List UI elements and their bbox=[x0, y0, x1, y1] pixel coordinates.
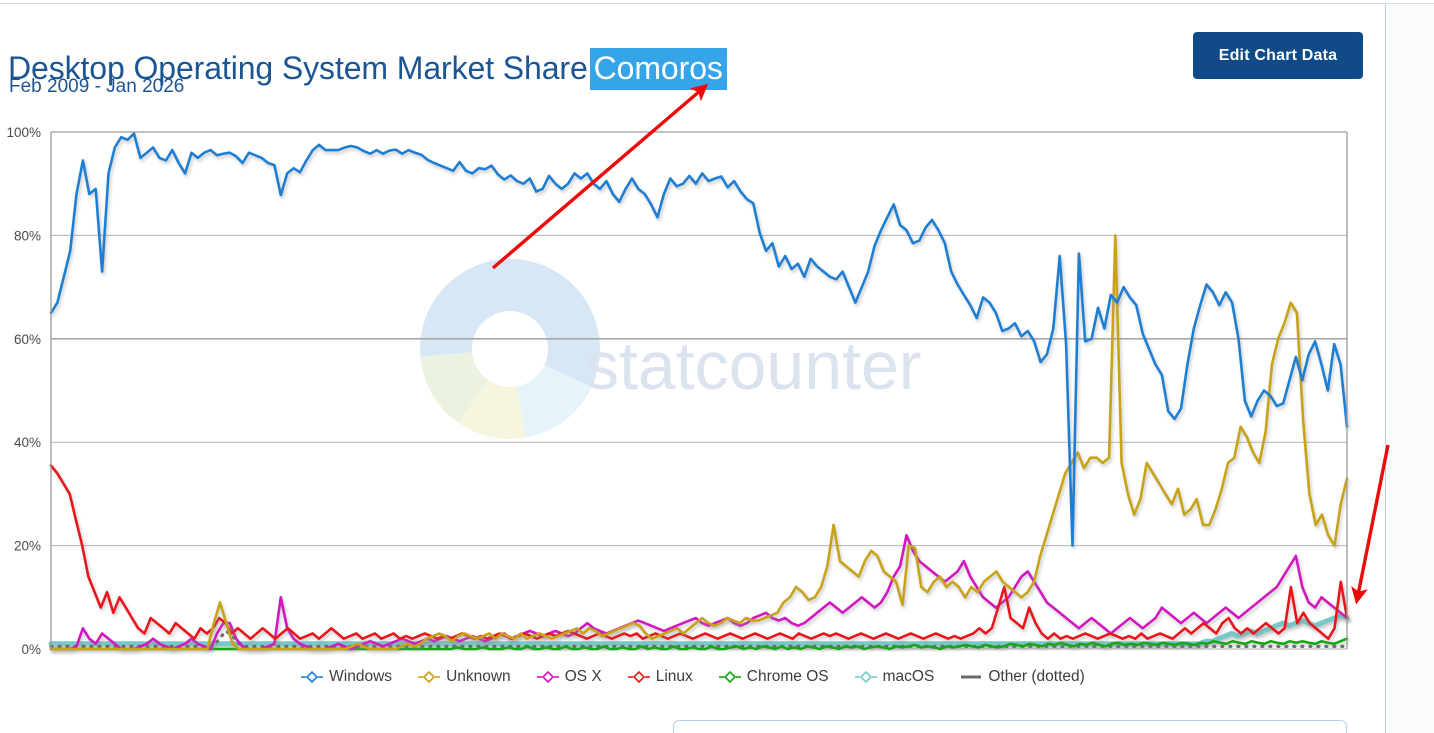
legend-item-linux[interactable]: Linux bbox=[627, 668, 693, 686]
svg-text:20%: 20% bbox=[14, 539, 41, 554]
market-share-line-chart[interactable]: statcounter 0% 20% 40% 60% 80% 100% bbox=[0, 114, 1386, 694]
legend-item-other-dotted-[interactable]: Other (dotted) bbox=[960, 668, 1085, 686]
legend-label: macOS bbox=[882, 668, 935, 685]
chart-date-range: Feb 2009 - Jan 2026 bbox=[9, 76, 185, 97]
diamond-marker-icon bbox=[418, 670, 441, 684]
chart-card: Desktop Operating System Market Share Com… bbox=[0, 4, 1386, 733]
chart-series-lines bbox=[48, 132, 1350, 651]
series-line-unknown bbox=[49, 234, 1349, 651]
top-divider bbox=[0, 3, 1434, 4]
series-line-os-x bbox=[49, 533, 1349, 651]
legend-label: Linux bbox=[655, 668, 693, 685]
chart-area[interactable]: statcounter 0% 20% 40% 60% 80% 100% bbox=[0, 114, 1386, 694]
page-title: Desktop Operating System Market Share Com… bbox=[8, 48, 727, 91]
legend-label: Other (dotted) bbox=[988, 668, 1085, 685]
legend-item-windows[interactable]: Windows bbox=[301, 668, 392, 686]
legend-item-chrome-os[interactable]: Chrome OS bbox=[718, 668, 829, 686]
legend-item-macos[interactable]: macOS bbox=[854, 668, 935, 686]
bottom-input-panel[interactable] bbox=[673, 720, 1347, 733]
legend-label: Chrome OS bbox=[746, 668, 829, 685]
chart-legend: Windows Unknown OS X Linux Chrome OS macOS Oth… bbox=[0, 668, 1386, 686]
diamond-marker-icon bbox=[536, 670, 559, 684]
svg-text:0%: 0% bbox=[21, 642, 41, 657]
diamond-marker-icon bbox=[301, 670, 324, 684]
diamond-marker-icon bbox=[627, 670, 650, 684]
diamond-marker-icon bbox=[854, 670, 877, 684]
series-line-linux bbox=[49, 464, 1349, 641]
y-axis-labels: 0% 20% 40% 60% 80% 100% bbox=[6, 125, 41, 657]
page-title-main: Desktop Operating System Market Share bbox=[8, 50, 588, 87]
right-gutter bbox=[1387, 4, 1434, 733]
legend-label: Unknown bbox=[446, 668, 511, 685]
legend-label: OS X bbox=[564, 668, 602, 685]
legend-item-unknown[interactable]: Unknown bbox=[418, 668, 511, 686]
diamond-marker-icon bbox=[718, 670, 741, 684]
svg-text:100%: 100% bbox=[6, 125, 41, 140]
svg-text:80%: 80% bbox=[14, 228, 41, 243]
dash-marker-icon bbox=[961, 675, 982, 679]
legend-label: Windows bbox=[329, 668, 393, 685]
statcounter-watermark: statcounter bbox=[419, 259, 921, 439]
page-title-region-highlight: Comoros bbox=[589, 48, 727, 91]
svg-text:statcounter: statcounter bbox=[585, 328, 921, 404]
svg-text:40%: 40% bbox=[14, 435, 41, 450]
svg-text:60%: 60% bbox=[14, 332, 41, 347]
edit-chart-data-button[interactable]: Edit Chart Data bbox=[1193, 32, 1363, 79]
legend-item-os-x[interactable]: OS X bbox=[536, 668, 602, 686]
